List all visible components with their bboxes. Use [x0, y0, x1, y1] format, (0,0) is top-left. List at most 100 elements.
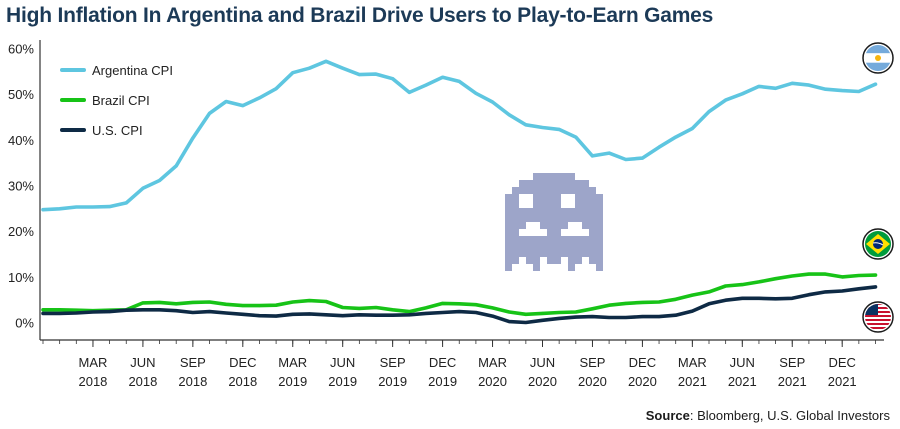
- x-tick-month: DEC: [629, 355, 656, 370]
- ghost-pixel: [582, 194, 589, 201]
- ghost-pixel: [519, 222, 526, 229]
- series-point: [141, 308, 145, 312]
- ghost-pixel: [596, 264, 603, 271]
- series-point: [208, 310, 211, 314]
- ghost-pixel: [554, 187, 561, 194]
- ghost-pixel: [582, 201, 589, 208]
- series-point: [524, 123, 528, 127]
- ghost-pixel: [526, 187, 533, 194]
- ghost-pixel: [519, 208, 526, 215]
- ghost-pixel: [561, 250, 568, 257]
- series-point: [740, 92, 744, 96]
- series-point: [91, 310, 95, 314]
- series-point: [374, 313, 378, 317]
- series-point: [524, 321, 528, 325]
- ghost-pixel: [568, 187, 575, 194]
- series-point: [41, 311, 45, 315]
- ghost-pixel: [575, 194, 582, 201]
- series-point: [257, 314, 261, 318]
- x-tick-year: 2018: [228, 374, 257, 389]
- series-point: [790, 81, 794, 85]
- series-point: [557, 127, 561, 131]
- x-tick-year: 2020: [578, 374, 607, 389]
- series-point: [524, 312, 528, 316]
- ghost-pixel: [589, 257, 596, 264]
- series-point: [357, 313, 361, 317]
- series-point: [857, 274, 861, 278]
- ghost-pixel: [582, 243, 589, 250]
- x-tick-month: JUN: [130, 355, 155, 370]
- ghost-pixel: [561, 173, 568, 180]
- series-point: [690, 309, 694, 313]
- ghost-pixel: [540, 250, 547, 257]
- series-point: [857, 89, 861, 93]
- series-point: [724, 284, 728, 288]
- series-point: [874, 82, 877, 86]
- ghost-pixel: [512, 215, 519, 222]
- series-line-0: [41, 59, 878, 212]
- y-tick-label: 60%: [8, 42, 34, 57]
- ghost-pixel: [505, 229, 512, 236]
- series-point: [407, 90, 411, 94]
- series-point: [707, 290, 711, 294]
- ghost-pixel: [589, 229, 596, 236]
- brazil-flag-icon: [862, 228, 894, 260]
- x-tick-month: SEP: [579, 355, 605, 370]
- ghost-pixel: [568, 264, 575, 271]
- ghost-pixel: [568, 173, 575, 180]
- ghost-pixel: [596, 222, 603, 229]
- ghost-pixel: [589, 243, 596, 250]
- ghost-pixel: [589, 194, 596, 201]
- ghost-pixel: [526, 257, 533, 264]
- ghost-pixel: [596, 257, 603, 264]
- x-axis: MAR 2018 JUN 2018 SEP 2018 DEC 2018 MAR 2019 JUN 20…: [39, 40, 884, 389]
- ghost-pixel: [533, 208, 540, 215]
- series-point: [491, 306, 495, 310]
- y-tick-label: 0%: [15, 316, 34, 331]
- ghost-pixel: [526, 208, 533, 215]
- ghost-pixel: [596, 201, 603, 208]
- series-point: [158, 179, 162, 183]
- series-point: [174, 302, 178, 306]
- series-point: [757, 296, 761, 300]
- series-point: [707, 302, 711, 306]
- series-point: [507, 113, 511, 117]
- series-point: [541, 126, 544, 130]
- ghost-pixel: [589, 187, 596, 194]
- x-tick-year: 2019: [378, 374, 407, 389]
- ghost-pixel: [540, 208, 547, 215]
- series-point: [557, 310, 561, 314]
- series-point: [574, 315, 578, 319]
- series-point: [690, 126, 694, 130]
- ghost-pixel: [533, 236, 540, 243]
- series-point: [424, 306, 428, 310]
- x-tick-month: DEC: [429, 355, 456, 370]
- ghost-pixel: [554, 257, 561, 264]
- series-point: [241, 312, 245, 316]
- ghost-pixel: [505, 250, 512, 257]
- y-tick-label: 20%: [8, 224, 34, 239]
- series-point: [274, 314, 278, 318]
- ghost-pixel: [512, 257, 519, 264]
- series-point: [291, 300, 295, 304]
- y-tick-label: 10%: [8, 270, 34, 285]
- x-tick-month: JUN: [330, 355, 355, 370]
- ghost-pixel: [533, 264, 540, 271]
- series-point: [224, 302, 228, 306]
- series-point: [690, 293, 694, 297]
- series-point: [208, 300, 211, 304]
- ghost-pixel: [505, 208, 512, 215]
- series-point: [574, 310, 578, 314]
- ghost-pixel: [561, 180, 568, 187]
- ghost-pixel: [533, 194, 540, 201]
- series-point: [474, 310, 478, 314]
- series-point: [541, 318, 544, 322]
- ghost-pixel: [512, 208, 519, 215]
- series-point: [407, 313, 411, 317]
- series-point: [707, 110, 711, 114]
- ghost-pixel: [582, 208, 589, 215]
- ghost-pixel: [596, 250, 603, 257]
- ghost-pixel: [589, 222, 596, 229]
- x-tick-month: MAR: [478, 355, 507, 370]
